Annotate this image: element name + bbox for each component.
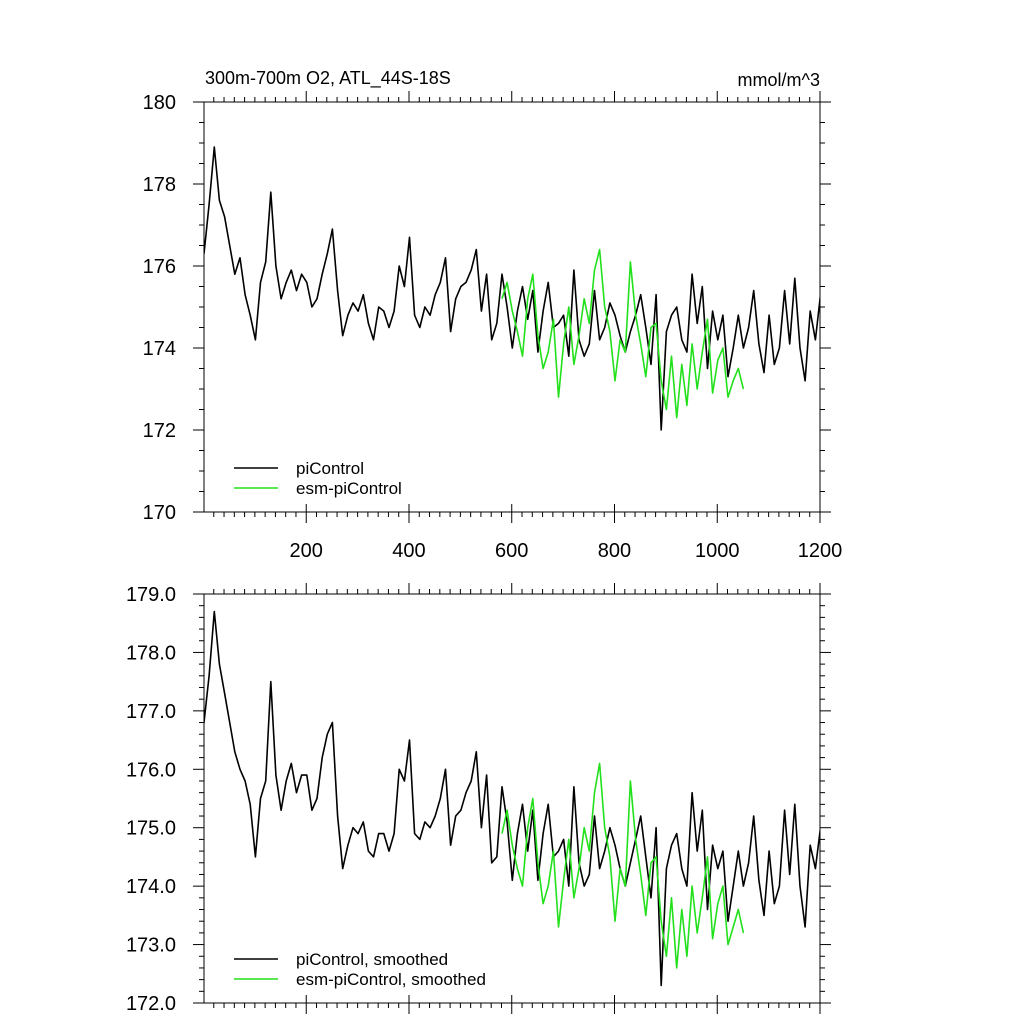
- y-tick-label: 172.0: [126, 993, 176, 1015]
- x-tick-label: 1200: [798, 540, 843, 562]
- legend-label: esm-piControl, smoothed: [296, 970, 486, 989]
- series-line-esm-picontrol: [501, 248, 745, 419]
- y-tick-label: 175.0: [126, 818, 176, 840]
- y-tick-label: 178: [143, 174, 176, 196]
- y-tick-label: 174: [143, 338, 176, 360]
- y-tick-label: 176: [143, 256, 176, 278]
- y-tick-label: 176.0: [126, 759, 176, 781]
- x-tick-label: 400: [392, 540, 425, 562]
- units-label: mmol/m^3: [738, 70, 820, 90]
- y-tick-label: 170: [143, 502, 176, 524]
- y-tick-label: 179.0: [126, 584, 176, 606]
- chart-title: 300m-700m O2, ATL_44S-18S: [205, 68, 451, 89]
- panel-top: 200 400 600 800 1000 1200 170 172 174 176 178 180 pi…: [143, 91, 843, 562]
- series-line-picontrol: [204, 610, 820, 987]
- y-tick-label: 180: [143, 92, 176, 114]
- series-line-esm-picontrol: [501, 762, 745, 969]
- legend-label: piControl: [296, 459, 364, 478]
- y-tick-label: 173.0: [126, 935, 176, 957]
- y-tick-label: 178.0: [126, 642, 176, 664]
- x-tick-label: 800: [598, 540, 631, 562]
- x-tick-label: 1000: [695, 540, 740, 562]
- panel-bottom: 172.0 173.0 174.0 175.0 176.0 177.0 178.0 179.0…: [126, 583, 831, 1015]
- x-tick-label: 600: [495, 540, 528, 562]
- y-tick-label: 174.0: [126, 876, 176, 898]
- legend-label: piControl, smoothed: [296, 950, 448, 969]
- x-tick-label: 200: [290, 540, 323, 562]
- series-line-picontrol: [204, 146, 820, 431]
- y-tick-label: 177.0: [126, 701, 176, 723]
- y-tick-label: 172: [143, 420, 176, 442]
- legend-label: esm-piControl: [296, 479, 402, 498]
